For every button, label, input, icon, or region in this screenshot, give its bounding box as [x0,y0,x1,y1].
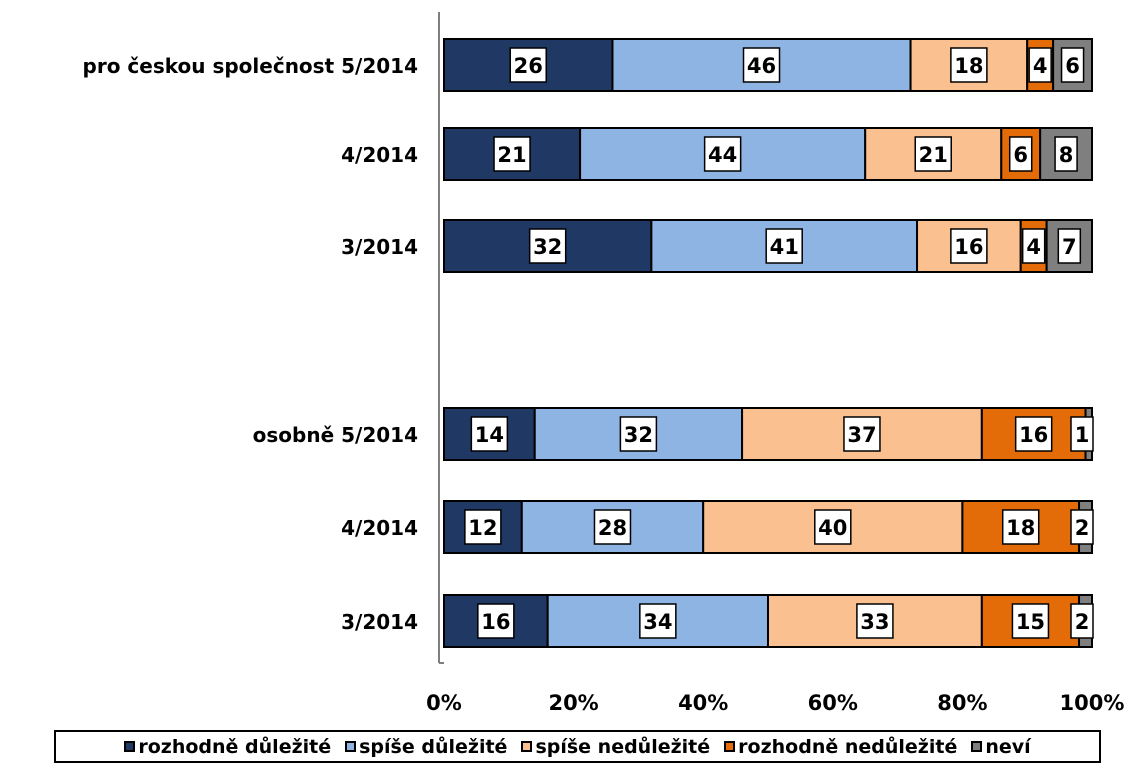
data-label: 16 [954,235,983,259]
legend-swatch [521,741,533,752]
data-label: 15 [1016,610,1045,634]
data-label: 4 [1033,54,1048,78]
data-label-box [528,228,567,264]
data-label: 1 [1075,423,1090,447]
data-label: 37 [847,423,876,447]
x-tick-label: 0% [426,691,462,715]
data-label: 21 [919,143,948,167]
legend-swatch [124,741,136,752]
data-label-box [814,509,852,545]
data-label-box [856,603,894,639]
data-label: 34 [643,610,672,634]
data-label-box [843,416,881,452]
data-label: 16 [481,610,510,634]
data-label: 44 [708,143,737,167]
data-label: 18 [954,54,983,78]
legend-item-spise-dulezite: spíše důležité [345,736,507,758]
data-label-box [1001,509,1040,545]
category-label: 4/2014 [341,516,418,540]
data-label: 32 [533,235,562,259]
legend-label: spíše nedůležité [535,735,711,758]
category-label: pro českou společnost 5/2014 [83,54,418,78]
data-label: 28 [598,516,627,540]
data-label-box [1014,416,1053,452]
data-label: 41 [770,235,799,259]
x-tick-label: 20% [548,691,598,715]
data-label: 2 [1075,516,1090,540]
x-tick-label: 60% [808,691,858,715]
legend: rozhodně důležité spíše důležité spíše n… [54,730,1101,763]
data-label: 26 [514,54,543,78]
data-label: 6 [1013,143,1028,167]
data-label: 6 [1065,54,1080,78]
x-tick-label: 100% [1060,691,1125,715]
data-label: 4 [1026,235,1041,259]
legend-item-nevi: neví [971,735,1031,758]
data-label-box [1060,47,1085,83]
legend-swatch [345,741,357,752]
data-label-box [1008,136,1033,172]
data-label-box [1011,603,1050,639]
data-label-box [1070,509,1094,545]
data-label-box [1070,416,1094,452]
data-label-box [619,416,658,452]
legend-label: rozhodně nedůležité [738,735,958,758]
data-label-box [477,603,515,639]
legend-item-rozhodne-dulezite: rozhodně důležité [124,736,331,758]
category-label: 3/2014 [341,610,418,634]
data-label-box [1028,47,1052,83]
data-label-box [1070,603,1094,639]
data-label: 12 [468,516,497,540]
data-label: 18 [1006,516,1035,540]
data-label: 2 [1075,610,1090,634]
data-label-box [742,47,781,83]
legend-item-spise-nedulezite: spíše nedůležité [521,736,710,758]
data-label-box [765,228,803,264]
category-label: 4/2014 [341,143,418,167]
x-tick-label: 40% [678,691,728,715]
data-label-box [464,509,502,545]
data-label-box [914,136,952,172]
data-label: 8 [1059,143,1074,167]
data-label: 40 [818,516,847,540]
data-label: 7 [1062,235,1077,259]
data-label-box [1054,136,1078,172]
data-label: 14 [475,423,504,447]
data-label-box [950,228,988,264]
legend-label: spíše důležité [359,735,508,758]
data-label-box [703,136,742,172]
data-label-box [639,603,677,639]
data-label: 16 [1019,423,1048,447]
data-label: 32 [624,423,653,447]
data-label: 21 [497,143,526,167]
data-label-box [950,47,988,83]
category-label: 3/2014 [341,235,418,259]
legend-swatch [971,741,983,752]
category-label: osobně 5/2014 [253,423,418,447]
legend-label: rozhodně důležité [138,735,332,758]
legend-swatch [724,741,736,752]
x-tick-label: 80% [937,691,987,715]
data-label-box [509,47,547,83]
legend-label: neví [985,735,1031,758]
data-label: 33 [860,610,889,634]
data-label: 46 [747,54,776,78]
data-label-box [593,509,632,545]
data-label-box [470,416,509,452]
data-label-box [1057,228,1082,264]
data-label-box [493,136,531,172]
data-label-box [1021,228,1046,264]
legend-item-rozhodne-nedulezite: rozhodně nedůležité [724,736,957,758]
